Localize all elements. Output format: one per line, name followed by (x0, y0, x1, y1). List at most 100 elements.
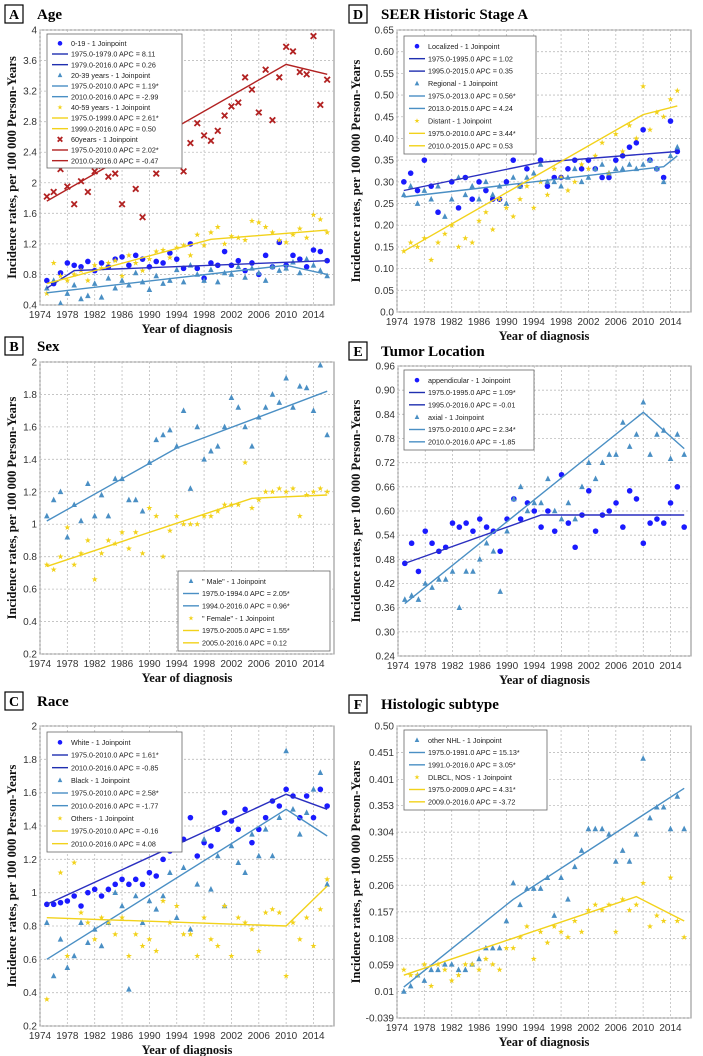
legend-marker (188, 615, 194, 621)
legend-label: 2005.0-2016.0 APC = 0.12 (202, 638, 287, 647)
data-point (626, 161, 633, 167)
y-axis-label: Incidence rates, per 100 000 Person-Year… (349, 761, 363, 984)
data-point (545, 508, 551, 514)
series-group (402, 398, 687, 610)
data-point (180, 931, 187, 937)
x-tick-label: 2010 (632, 661, 655, 672)
y-tick-label: 0.8 (23, 552, 37, 563)
data-point (303, 491, 310, 498)
panel-letter-box (348, 4, 368, 24)
data-point (57, 936, 64, 942)
data-point (194, 952, 201, 959)
data-point (228, 952, 235, 959)
data-point (153, 436, 160, 443)
data-point (160, 856, 166, 863)
panel-title: Race (37, 694, 69, 710)
data-point (476, 179, 482, 185)
data-point (503, 179, 510, 185)
data-point (297, 269, 303, 276)
data-point (119, 876, 125, 883)
data-point (132, 892, 139, 899)
y-tick-label: 0.54 (376, 531, 396, 542)
x-tick-label: 2002 (578, 661, 601, 672)
y-axis-label: Incidence rates, per 100 000 Person-Year… (349, 60, 363, 283)
legend-marker (188, 578, 194, 583)
y-tick-label: 1.2 (23, 487, 37, 498)
data-point (276, 814, 283, 820)
data-point (606, 174, 612, 181)
data-point (558, 515, 565, 522)
data-point (276, 485, 283, 492)
x-tick-label: 2010 (275, 310, 298, 321)
legend-label: 1975.0-1991.0 APC = 15.13* (428, 748, 520, 757)
data-point (667, 152, 674, 159)
y-tick-label: 1.8 (23, 390, 37, 401)
data-point (119, 914, 126, 921)
data-point (476, 217, 483, 224)
legend-label: 2010.0-2015.0 APC = 0.53 (428, 141, 513, 150)
legend-box (403, 35, 537, 155)
y-tick-label: 0.2 (23, 650, 37, 661)
data-point (139, 507, 146, 514)
data-point (317, 786, 324, 793)
data-point (496, 944, 503, 951)
data-point (303, 914, 310, 921)
x-axis-label: Year of diagnosis (142, 671, 233, 685)
data-point (262, 814, 269, 821)
data-point (579, 483, 585, 490)
data-point (496, 196, 503, 202)
legend-label: 1975.0-2013.0 APC = 0.56* (428, 92, 516, 101)
data-point (606, 451, 613, 457)
data-point (98, 550, 105, 557)
data-point (91, 280, 98, 286)
x-tick-label: 2014 (659, 317, 682, 328)
data-point (242, 236, 249, 243)
data-point (180, 521, 187, 527)
data-point (633, 140, 640, 146)
legend-box (403, 369, 535, 451)
data-point (324, 272, 330, 279)
data-point (531, 508, 538, 514)
data-point (565, 166, 571, 172)
data-point (317, 485, 324, 492)
data-point (139, 213, 146, 221)
data-point (613, 500, 619, 506)
y-tick-label: 0.304 (369, 828, 394, 839)
data-point (564, 934, 571, 940)
data-point (160, 892, 166, 899)
y-tick-label: 0.108 (369, 934, 394, 945)
legend-marker (414, 377, 420, 383)
y-tick-label: 1.4 (23, 455, 37, 466)
panel-A: A Age 0.4 0.8 1.2 1.6 2 2.4 2.8 3.2 3.6 4 1974 1978 19… (4, 4, 335, 336)
data-point (633, 496, 640, 502)
data-point (146, 936, 153, 942)
data-point (180, 864, 187, 870)
x-tick-label: 2002 (220, 1031, 243, 1042)
panel-letter: B (9, 340, 18, 355)
legend-label: 2009.0-2016.0 APC = -3.72 (428, 797, 515, 806)
data-point (310, 32, 317, 40)
data-point (455, 205, 462, 211)
x-tick-label: 1990 (138, 659, 161, 670)
data-point (85, 292, 91, 299)
fit-line (404, 411, 685, 605)
y-tick-label: 0.72 (376, 458, 396, 469)
data-point (105, 537, 112, 544)
data-point (640, 398, 647, 405)
legend-marker (414, 118, 420, 124)
data-point (91, 936, 98, 942)
x-tick-label: 1990 (138, 310, 161, 321)
y-tick-label: 2 (31, 178, 37, 189)
legend-marker (414, 737, 420, 742)
data-point (537, 885, 544, 891)
data-point (599, 161, 605, 167)
panel-C: C Race 0.2 0.4 0.6 0.8 1 1.2 1.4 1.6 1.8 2 1974 1978 1… (4, 691, 335, 1056)
data-point (283, 488, 290, 495)
x-tick-label: 2010 (275, 659, 298, 670)
data-point (428, 256, 435, 263)
x-axis-label: Year of diagnosis (499, 1035, 590, 1049)
fit-line (403, 895, 685, 976)
data-point (119, 277, 125, 283)
data-point (510, 213, 517, 220)
data-point (407, 182, 414, 189)
